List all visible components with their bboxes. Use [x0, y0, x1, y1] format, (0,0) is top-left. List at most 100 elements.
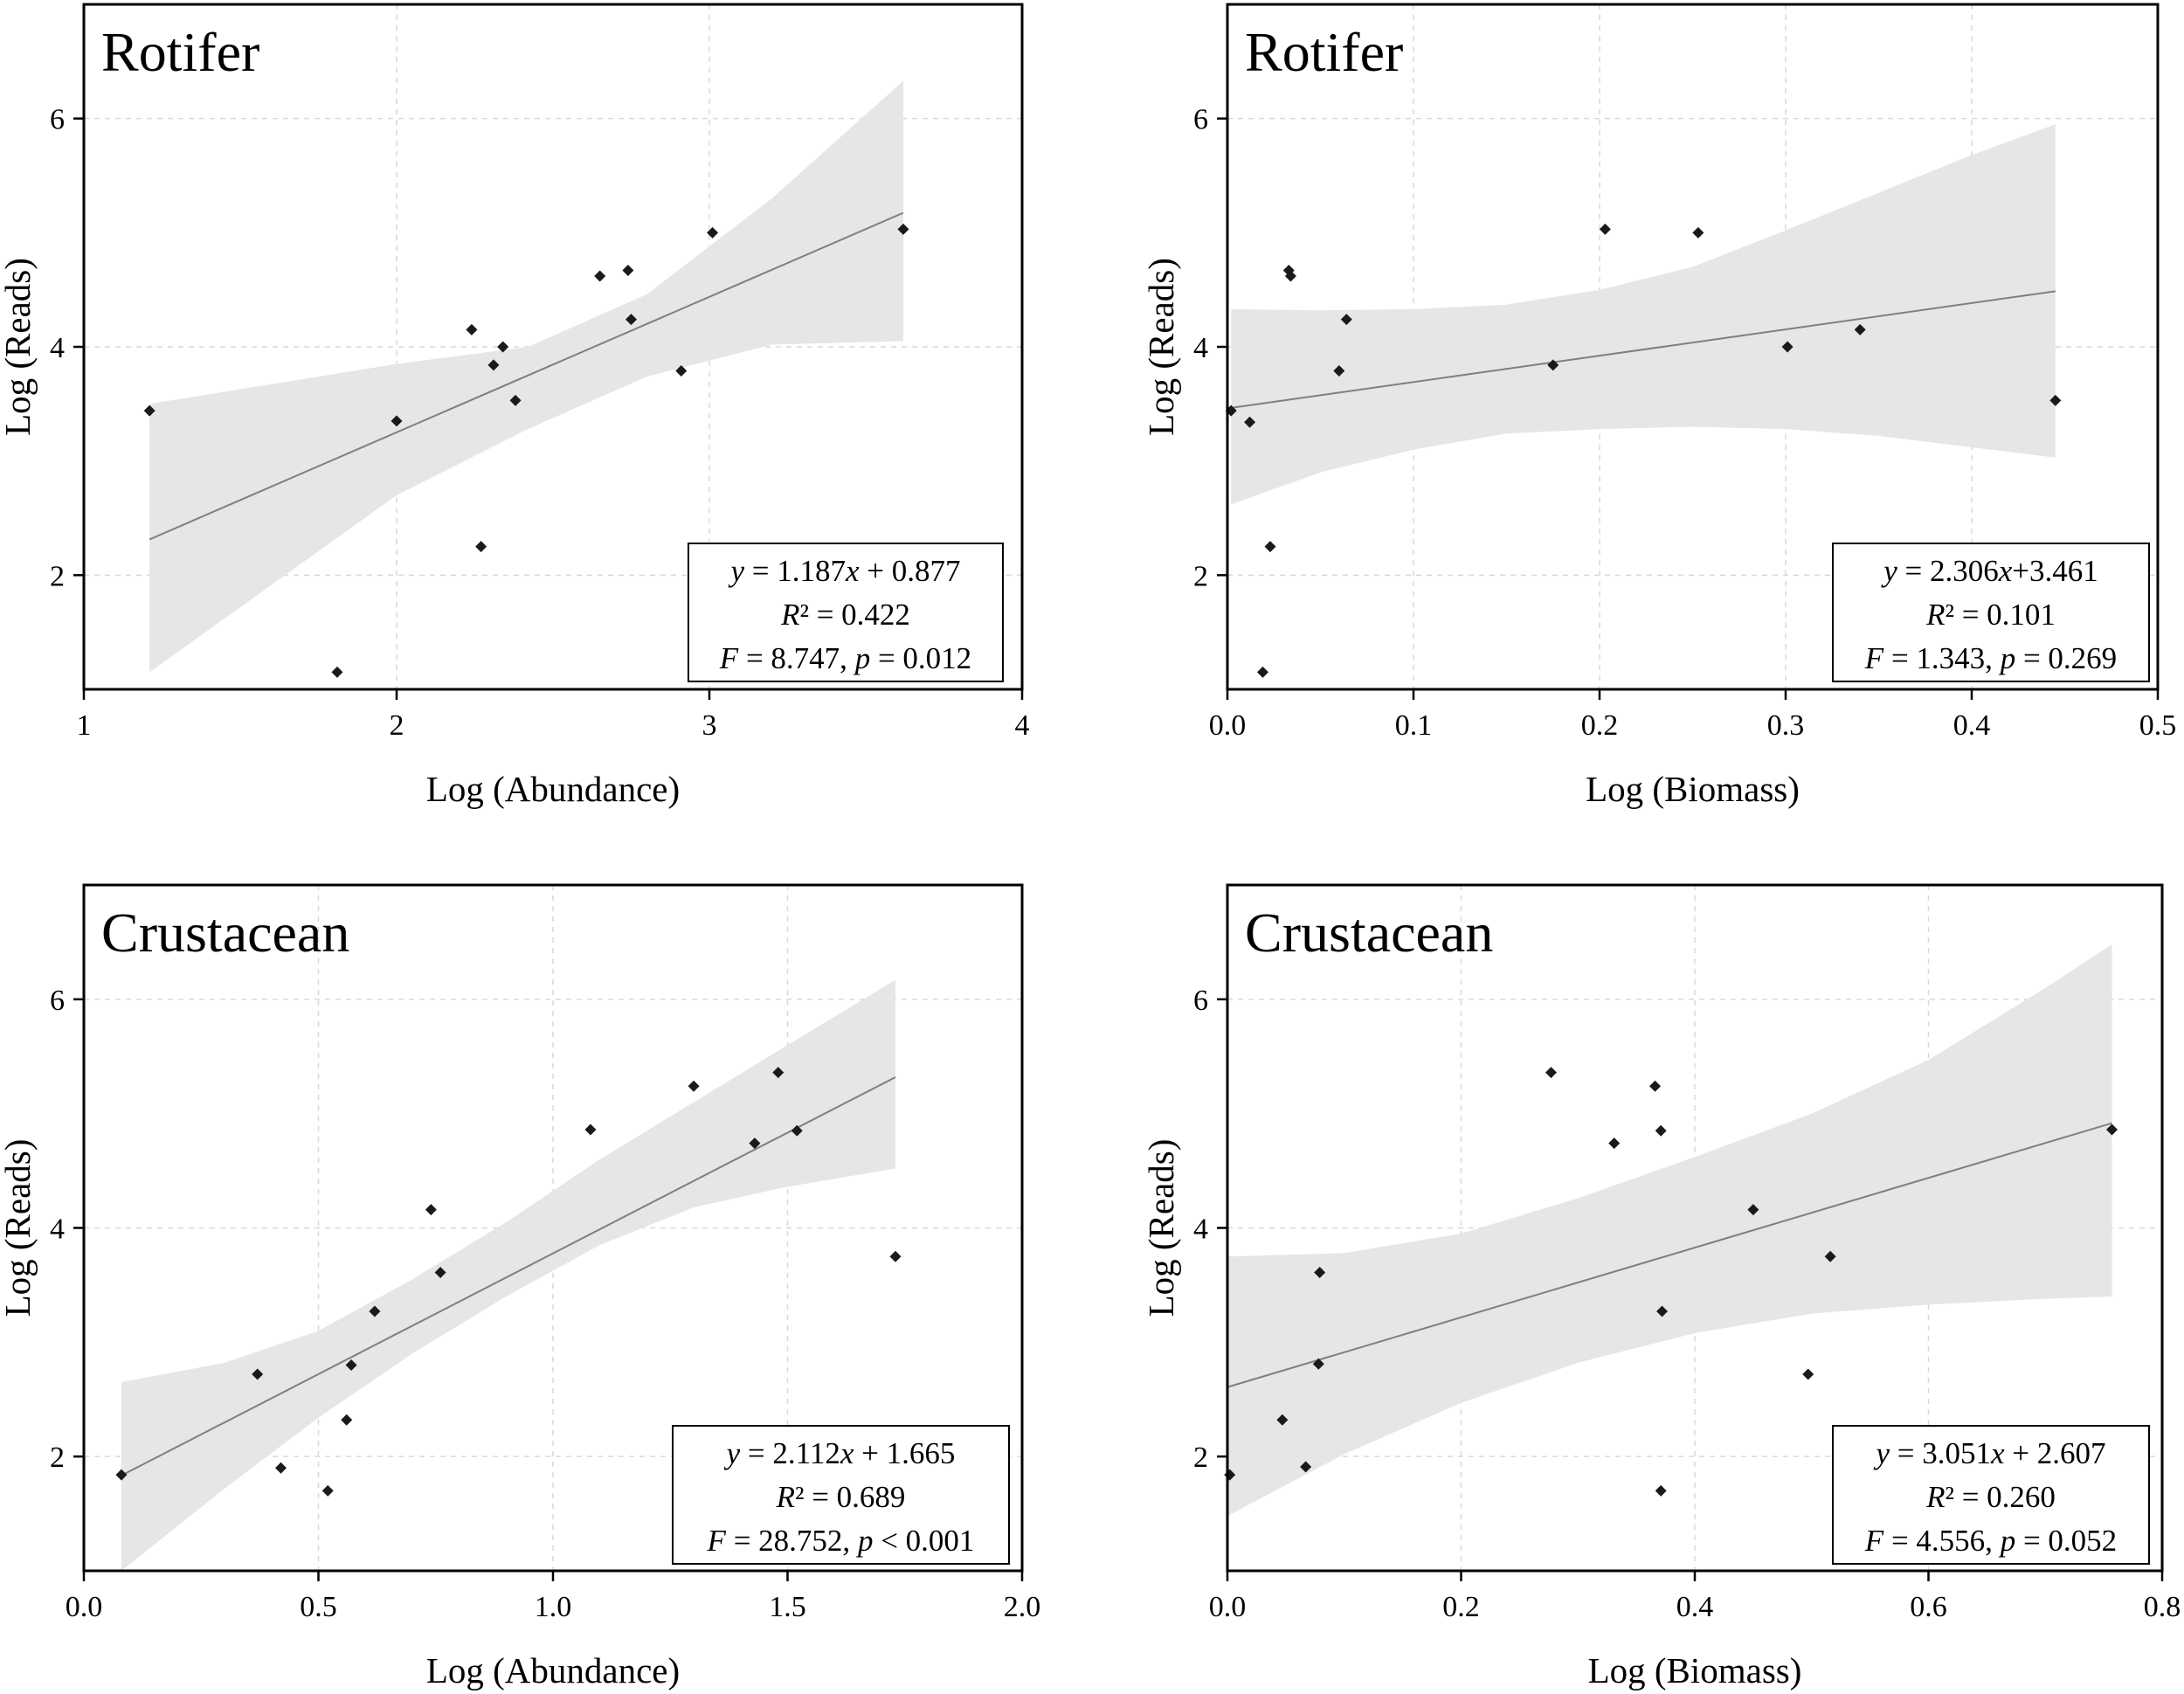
x-tick-label: 3	[702, 709, 717, 742]
x-tick-label: 0.1	[1395, 709, 1433, 742]
data-point	[1854, 323, 1866, 335]
data-point	[369, 1305, 381, 1317]
y-axis-label: Log (Reads)	[1141, 1139, 1181, 1317]
data-point	[897, 223, 909, 235]
data-point	[688, 1080, 700, 1092]
x-tick-label: 0.8	[2144, 1591, 2181, 1623]
stats-box	[672, 1425, 1010, 1565]
x-tick-label: 2.0	[1004, 1591, 1041, 1623]
data-point	[2105, 1124, 2118, 1136]
data-point	[497, 341, 509, 353]
data-point	[1824, 1250, 1836, 1262]
x-tick-label: 0.2	[1581, 709, 1619, 742]
y-tick-label: 4	[1193, 1213, 1208, 1246]
y-tick-label: 4	[1193, 332, 1208, 364]
data-point	[625, 314, 637, 326]
stats-box	[1832, 543, 2150, 682]
y-tick-label: 6	[50, 104, 65, 136]
data-point	[1256, 666, 1268, 678]
x-tick-label: 0.6	[1910, 1591, 1947, 1623]
x-tick-label: 0.5	[300, 1591, 337, 1623]
x-tick-label: 0.0	[1209, 1591, 1247, 1623]
y-tick-label: 2	[1193, 560, 1208, 592]
data-point	[1244, 416, 1256, 428]
chart-panel-3: 0.0 0.5 1.0 1.5 2.0 2 4 6 Log (Abundance) Log (Re…	[0, 883, 1041, 1691]
data-point	[425, 1204, 437, 1216]
data-point	[487, 359, 500, 371]
panel-title: Rotifer	[1245, 21, 1403, 83]
x-tick-label: 0.5	[2139, 709, 2177, 742]
data-point	[1655, 1124, 1667, 1137]
y-axis-label: Log (Reads)	[0, 1139, 38, 1317]
data-point	[1649, 1080, 1662, 1092]
data-point	[2049, 394, 2062, 406]
data-point	[1314, 1267, 1326, 1279]
confidence-band	[1227, 944, 2112, 1517]
data-point	[1333, 364, 1345, 377]
data-point	[331, 666, 343, 678]
data-point	[1312, 1358, 1324, 1370]
panel-title: Crustacean	[101, 902, 349, 964]
data-point	[1781, 341, 1794, 353]
data-point	[390, 415, 403, 427]
regression-line	[149, 211, 904, 541]
stats-box	[688, 543, 1004, 682]
data-point	[1264, 541, 1276, 553]
data-point	[791, 1124, 803, 1137]
x-axis-label: Log (Abundance)	[426, 1650, 680, 1691]
data-point	[434, 1267, 446, 1279]
x-tick-label: 4	[1015, 709, 1030, 742]
data-point	[466, 323, 478, 335]
data-point	[1655, 1484, 1667, 1497]
f-statistic: F = 1.343, p = 0.269	[1864, 641, 2117, 675]
data-point	[622, 264, 634, 276]
r-squared: R² = 0.260	[1925, 1480, 2056, 1514]
y-axis-label: Log (Reads)	[1141, 258, 1181, 436]
x-tick-label: 1.5	[769, 1591, 806, 1623]
f-statistic: F = 8.747, p = 0.012	[719, 641, 971, 675]
stats-box	[1832, 1425, 2150, 1565]
y-tick-label: 2	[50, 1442, 65, 1474]
data-point	[275, 1462, 287, 1474]
data-point	[252, 1368, 264, 1380]
x-axis-label: Log (Abundance)	[426, 769, 680, 809]
r-squared: R² = 0.422	[780, 598, 910, 632]
x-tick-label: 0.4	[1676, 1591, 1714, 1623]
data-point	[345, 1359, 357, 1371]
x-tick-label: 0.0	[66, 1591, 103, 1623]
y-tick-label: 6	[1193, 104, 1208, 136]
data-point	[1747, 1204, 1759, 1216]
data-point	[115, 1469, 128, 1481]
r-squared: R² = 0.101	[1925, 598, 2056, 632]
data-point	[1276, 1414, 1289, 1426]
data-point	[1608, 1137, 1621, 1150]
data-point	[509, 394, 522, 406]
data-point	[321, 1484, 334, 1497]
x-tick-label: 1	[77, 709, 92, 742]
x-tick-label: 0.3	[1767, 709, 1805, 742]
confidence-band	[1231, 124, 2056, 505]
data-point	[1692, 226, 1704, 239]
data-point	[584, 1124, 597, 1136]
data-point	[1656, 1305, 1669, 1317]
data-point	[675, 364, 688, 377]
data-point	[1300, 1461, 1312, 1473]
data-point	[1340, 314, 1352, 326]
y-tick-label: 2	[1193, 1442, 1208, 1474]
data-point	[1599, 223, 1611, 235]
x-tick-label: 1.0	[535, 1591, 572, 1623]
regression-line	[1231, 290, 2056, 409]
chart-panel-1: 1 2 3 4 2 4 6 Log (Abundance) Log (Reads) Rotifer…	[0, 3, 1030, 809]
x-tick-label: 0.2	[1442, 1591, 1480, 1623]
data-point	[1547, 359, 1559, 371]
regression-equation: y = 1.187x + 0.877	[728, 554, 960, 588]
data-point	[707, 226, 719, 239]
regression-equation: y = 2.306x+3.461	[1881, 554, 2098, 588]
x-tick-label: 0.4	[1953, 709, 1991, 742]
data-point	[749, 1137, 761, 1150]
regression-line	[1227, 1122, 2112, 1388]
data-point	[143, 404, 156, 417]
y-tick-label: 6	[1193, 985, 1208, 1017]
data-point	[1802, 1368, 1814, 1380]
